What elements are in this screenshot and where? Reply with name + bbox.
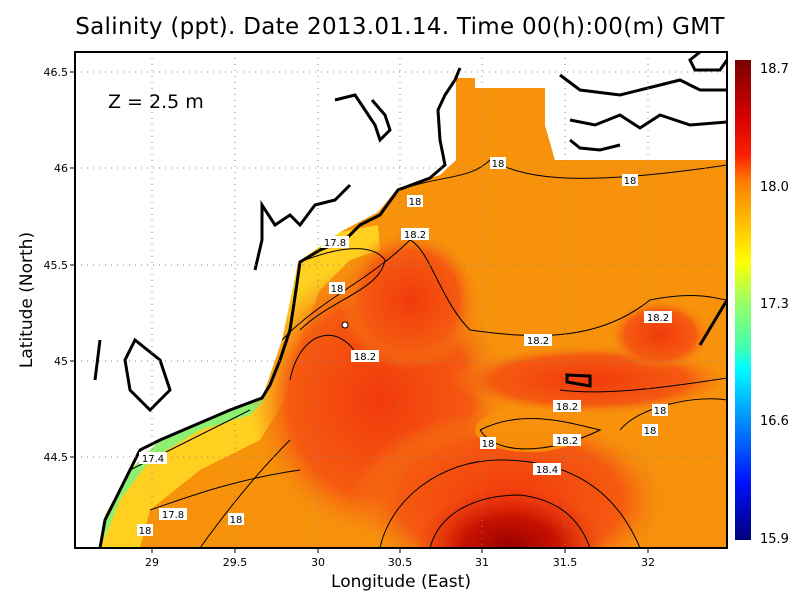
colorbar-tick-label: 18.0 [760, 180, 789, 195]
contour-label: 18 [230, 515, 243, 526]
colorbar-tick-label: 15.9 [760, 532, 789, 547]
depth-label: Z = 2.5 m [108, 91, 204, 113]
y-tick-label: 46 [54, 162, 68, 175]
contour-label: 18.2 [556, 402, 578, 413]
red-core-ne [610, 300, 710, 370]
contour-label: 18 [644, 426, 657, 437]
x-axis-ticks: 29 29.5 30 30.5 31 31.5 32 [145, 548, 655, 569]
contour-label-box [524, 334, 552, 346]
contour-label: 18 [409, 197, 422, 208]
contour-label: 18 [492, 159, 505, 170]
y-axis-label: Latitude (North) [17, 232, 37, 368]
contour-label-box [407, 195, 423, 207]
contour-label: 18.2 [404, 230, 426, 241]
contour-label-box [137, 524, 153, 536]
contour-label: 18.2 [354, 352, 376, 363]
land-area [75, 52, 727, 548]
max-salinity-core [415, 475, 605, 548]
contour-label: 18 [654, 406, 667, 417]
colorbar-ticks: 18.7 18.0 17.3 16.6 15.9 [760, 62, 789, 547]
x-axis-label: Longitude (East) [331, 572, 471, 592]
contour-labels: 18 18 18 18.2 17.8 18 18.2 18.2 18.2 18.2 18 18 18.2… [137, 157, 672, 537]
x-tick-label: 31 [475, 556, 489, 569]
colorbar-tick-label: 18.7 [760, 62, 789, 77]
contour-label-box [533, 463, 561, 475]
y-tick-label: 46.5 [44, 66, 69, 79]
colorbar-tick-label: 16.6 [760, 414, 789, 429]
contour-label: 17.8 [162, 510, 184, 521]
contour-label-box [622, 174, 638, 186]
colorbar [735, 60, 751, 540]
contour-label-box [228, 513, 244, 525]
contour-label-box [401, 228, 429, 240]
x-tick-label: 30 [311, 556, 325, 569]
plot-title: Salinity (ppt). Date 2013.01.14. Time 00… [75, 14, 725, 40]
contour-label-box [553, 400, 581, 412]
contour-label: 18.2 [556, 436, 578, 447]
contour-label-box [159, 508, 187, 520]
contour-label-box [480, 437, 496, 449]
contour-label: 18.2 [527, 336, 549, 347]
plot-frame [74, 51, 728, 549]
x-tick-label: 30.5 [388, 556, 413, 569]
x-tick-label: 31.5 [553, 556, 578, 569]
y-tick-label: 45.5 [44, 259, 69, 272]
salinity-field: 18 18 18 18.2 17.8 18 18.2 18.2 18.2 18.2 18 18 18.2… [75, 52, 727, 548]
contour-label: 18 [331, 284, 344, 295]
contour-label-box [321, 236, 349, 248]
contour-label-box [139, 452, 167, 464]
contour-label-box [553, 434, 581, 446]
contour-label: 17.4 [142, 454, 164, 465]
contour-label: 18 [624, 176, 637, 187]
contour-label: 17.8 [324, 238, 346, 249]
colorbar-tick-label: 17.3 [760, 297, 789, 312]
contour-label: 18.2 [647, 313, 669, 324]
island-marker [341, 321, 349, 329]
y-tick-label: 45 [54, 355, 68, 368]
x-tick-label: 29.5 [223, 556, 248, 569]
y-axis-ticks: 46.5 46 45.5 45 44.5 [44, 66, 75, 464]
x-tick-label: 32 [641, 556, 655, 569]
contour-label-box [652, 404, 668, 416]
contour-label: 18 [482, 439, 495, 450]
contour-label: 18 [139, 526, 152, 537]
contour-label-box [490, 157, 506, 169]
contour-label: 18.4 [536, 465, 558, 476]
coastline [93, 52, 727, 548]
contour-label-box [644, 311, 672, 323]
x-tick-label: 29 [145, 556, 159, 569]
y-tick-label: 44.5 [44, 451, 69, 464]
contour-label-box [351, 350, 379, 362]
contour-label-box [329, 282, 345, 294]
contour-label-box [642, 424, 658, 436]
red-core-north [340, 230, 480, 370]
grid-lines [75, 52, 727, 548]
